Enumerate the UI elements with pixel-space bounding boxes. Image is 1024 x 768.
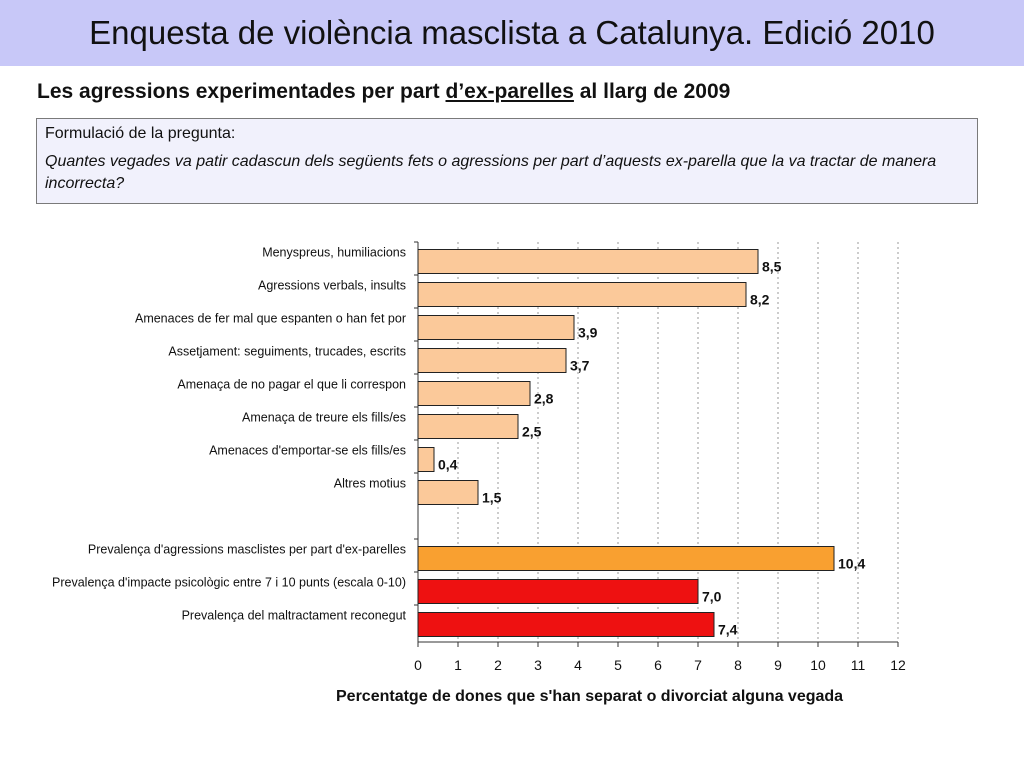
- subtitle-text-before: Les agressions experimentades per part: [37, 80, 446, 103]
- data-label: 8,5: [762, 259, 782, 275]
- page-title: Enquesta de violència masclista a Catalu…: [89, 14, 935, 51]
- category-label: Amenaça de no pagar el que li correspon: [177, 378, 406, 392]
- bar: [417, 348, 567, 373]
- data-label: 7,4: [718, 622, 738, 638]
- chart-subtitle: Les agressions experimentades per part d…: [37, 80, 730, 104]
- category-label: Agressions verbals, insults: [258, 279, 406, 293]
- question-label: Formulació de la pregunta:: [45, 125, 236, 142]
- data-label: 7,0: [702, 589, 722, 605]
- data-label: 3,7: [570, 358, 590, 374]
- bar: [417, 612, 715, 637]
- category-label: Assetjament: seguiments, trucades, escri…: [168, 345, 406, 359]
- bar: [417, 381, 531, 406]
- question-box: Formulació de la pregunta: Quantes vegad…: [36, 118, 978, 204]
- data-label: 8,2: [750, 292, 770, 308]
- category-label: Prevalença d'impacte psicològic entre 7 …: [52, 576, 406, 590]
- category-label: Amenaça de treure els fills/es: [242, 411, 406, 425]
- x-tick-label: 1: [454, 657, 462, 673]
- data-label: 1,5: [482, 490, 502, 506]
- x-tick-label: 5: [614, 657, 622, 673]
- category-label: Prevalença d'agressions masclistes per p…: [88, 543, 406, 557]
- x-tick-label: 6: [654, 657, 662, 673]
- title-bar: Enquesta de violència masclista a Catalu…: [0, 0, 1024, 66]
- x-tick-label: 4: [574, 657, 582, 673]
- bar: [417, 282, 747, 307]
- x-tick-label: 0: [414, 657, 422, 673]
- x-tick-label: 12: [890, 657, 906, 673]
- category-label: Altres motius: [334, 477, 406, 491]
- bar: [417, 447, 435, 472]
- x-tick-label: 11: [851, 657, 866, 673]
- subtitle-text-underlined: d’ex-parelles: [445, 80, 574, 103]
- bar: [417, 546, 835, 571]
- x-tick-label: 7: [694, 657, 702, 673]
- bar: [417, 315, 575, 340]
- x-tick-label: 9: [774, 657, 782, 673]
- data-label: 2,5: [522, 424, 542, 440]
- question-text: Quantes vegades va patir cadascun dels s…: [45, 153, 937, 192]
- x-tick-label: 3: [534, 657, 542, 673]
- data-label: 10,4: [838, 556, 865, 572]
- x-axis-label: Percentatge de dones que s'han separat o…: [336, 688, 844, 705]
- x-tick-label: 10: [810, 657, 826, 673]
- bar: [417, 480, 479, 505]
- bar: [417, 414, 519, 439]
- category-label: Menyspreus, humiliacions: [262, 246, 406, 260]
- category-label: Amenaces d'emportar-se els fills/es: [209, 444, 406, 458]
- bar: [417, 249, 759, 274]
- data-label: 0,4: [438, 457, 458, 473]
- data-label: 3,9: [578, 325, 598, 341]
- x-tick-label: 8: [734, 657, 742, 673]
- data-label: 2,8: [534, 391, 554, 407]
- category-label: Amenaces de fer mal que espanten o han f…: [135, 312, 406, 326]
- subtitle-text-after: al llarg de 2009: [573, 80, 731, 103]
- category-label: Prevalença del maltractament reconegut: [182, 609, 407, 623]
- x-tick-label: 2: [494, 657, 502, 673]
- bar: [417, 579, 699, 604]
